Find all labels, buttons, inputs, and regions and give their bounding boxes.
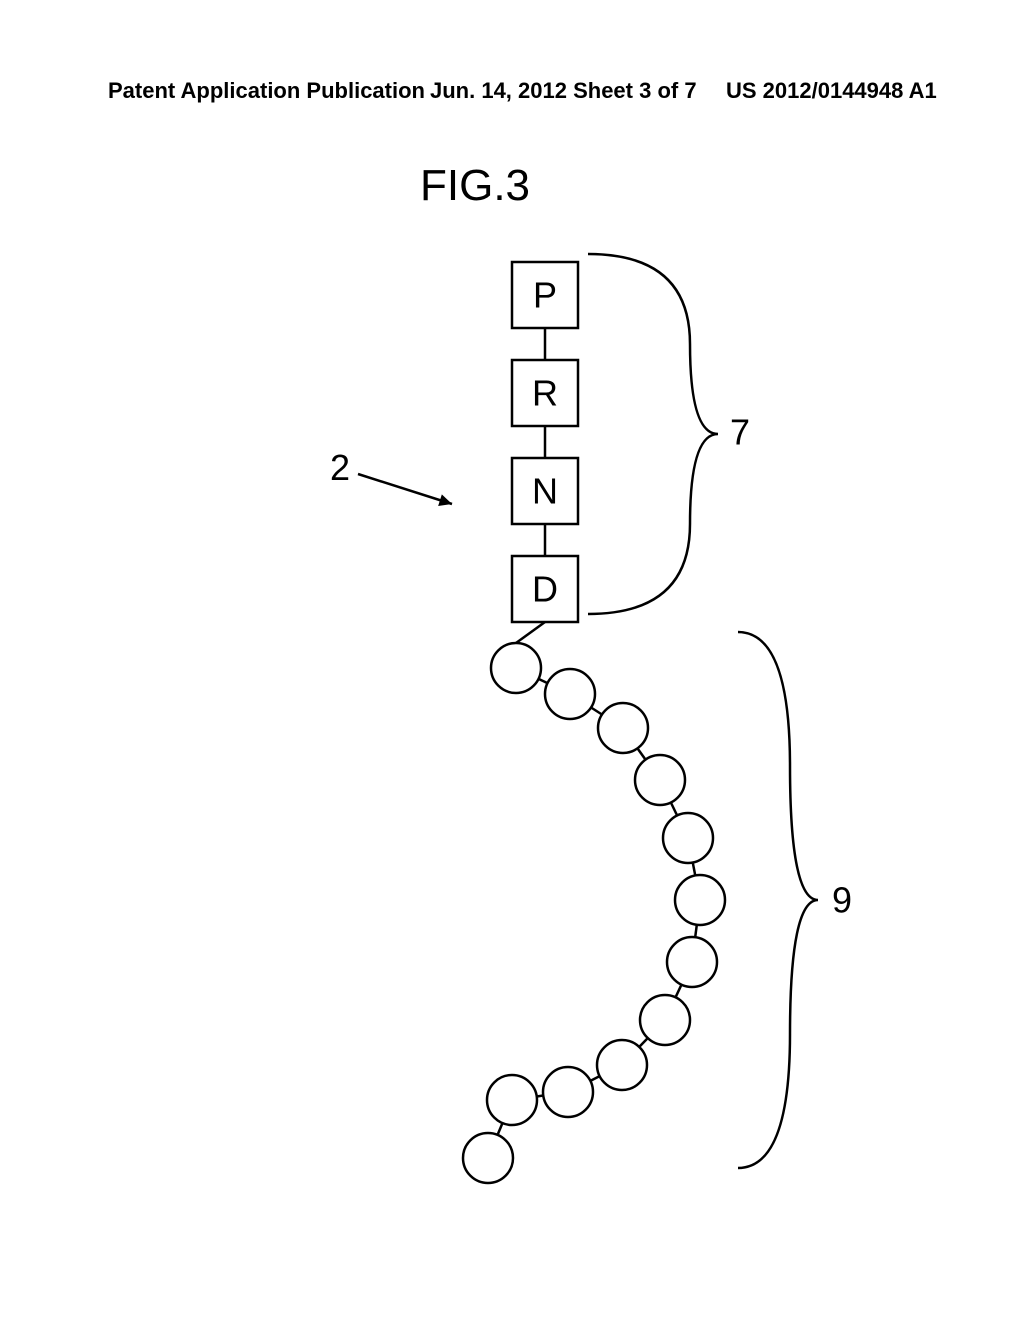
ref-2-leader: [358, 474, 452, 504]
gear-box-label: R: [532, 373, 558, 414]
gear-circle: [491, 643, 541, 693]
gear-circle: [635, 755, 685, 805]
gear-circle: [597, 1040, 647, 1090]
ref-9-brace: [738, 632, 818, 1168]
figure-title: FIG.3: [420, 161, 530, 210]
circle-connector: [539, 679, 548, 683]
figure-svg: FIG.3 P R N D 2 7 9: [0, 0, 1024, 1320]
gear-circle: [667, 937, 717, 987]
circle-connector: [693, 863, 695, 876]
box-to-circle-connector: [516, 622, 545, 643]
gear-box-label: P: [533, 275, 557, 316]
gear-circle: [663, 813, 713, 863]
ref-7-brace: [588, 254, 718, 614]
gear-circle: [545, 669, 595, 719]
circle-connector: [590, 1076, 599, 1081]
gear-circle: [463, 1133, 513, 1183]
gear-circle: [640, 995, 690, 1045]
ref-label-9: 9: [832, 880, 852, 921]
circle-connector: [676, 985, 682, 998]
circle-connector: [671, 803, 677, 816]
gear-circle: [543, 1067, 593, 1117]
gear-circle: [487, 1075, 537, 1125]
page: Patent Application Publication Jun. 14, …: [0, 0, 1024, 1320]
circle-connector: [637, 748, 645, 759]
circle-connector: [591, 707, 602, 714]
circle-connector: [695, 925, 697, 937]
gear-circle: [598, 703, 648, 753]
ref-label-7: 7: [730, 412, 750, 453]
ref-2-arrowhead: [438, 494, 452, 506]
gear-circle: [675, 875, 725, 925]
circle-connector: [498, 1123, 503, 1135]
circle-connector: [639, 1038, 647, 1047]
gear-box-label: N: [532, 471, 558, 512]
gear-box-label: D: [532, 569, 558, 610]
ref-label-2: 2: [330, 447, 350, 488]
